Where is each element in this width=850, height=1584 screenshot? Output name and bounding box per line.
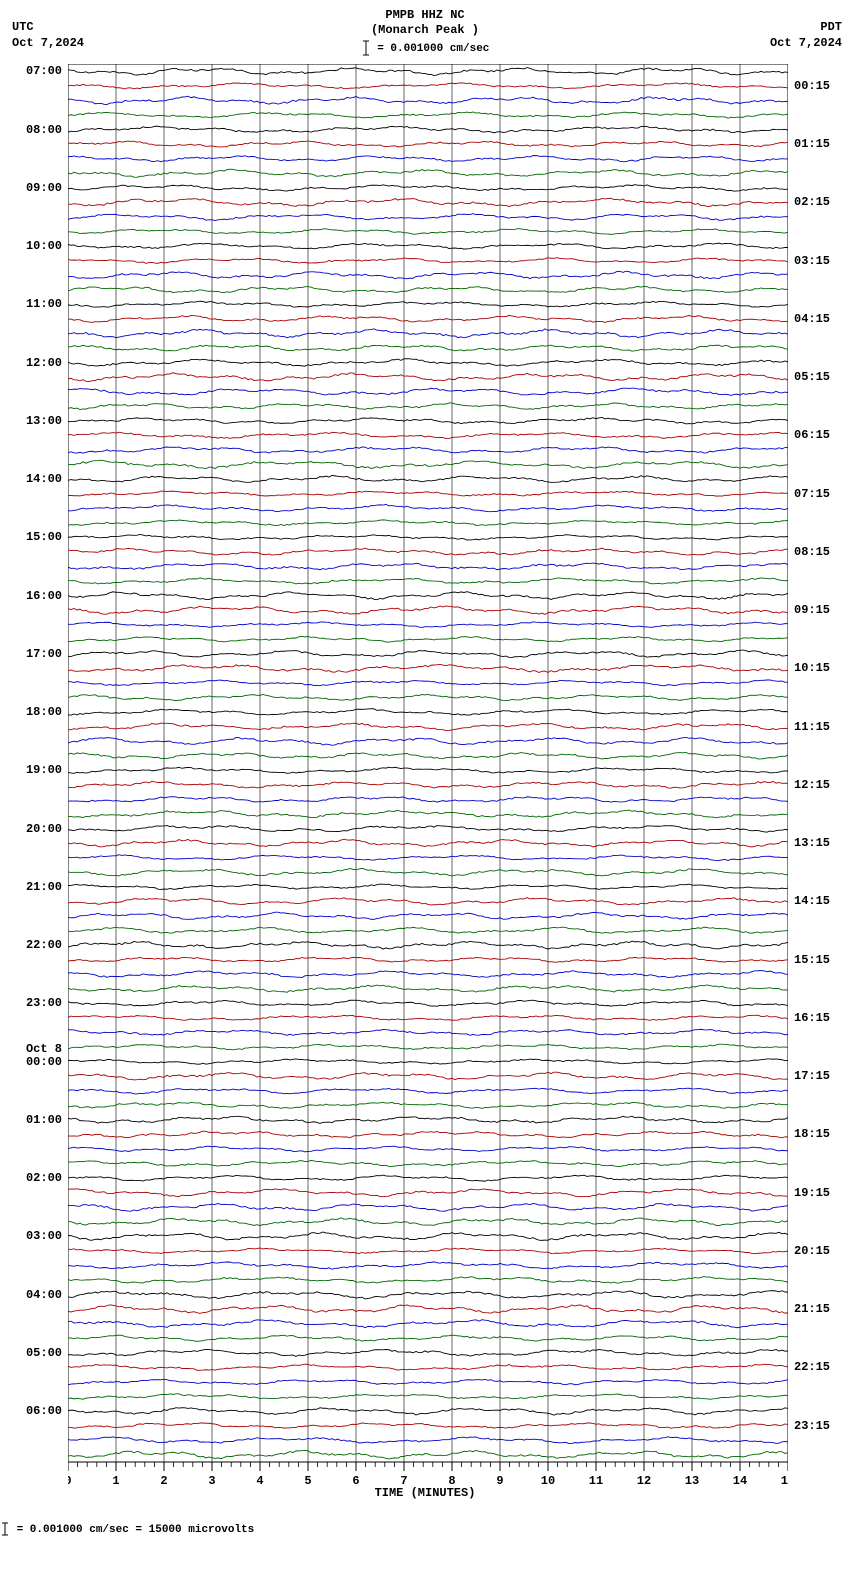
utc-hour-label: 13:00 xyxy=(12,414,62,428)
utc-hour-label: 23:00 xyxy=(12,996,62,1010)
station-id: PMPB HHZ NC xyxy=(0,8,850,23)
x-axis-label: TIME (MINUTES) xyxy=(0,1486,850,1500)
utc-hour-label: 05:00 xyxy=(12,1346,62,1360)
utc-hour-label: 01:00 xyxy=(12,1113,62,1127)
pdt-label: 18:15 xyxy=(794,1127,830,1141)
utc-hour-label: 18:00 xyxy=(12,705,62,719)
pdt-label: 19:15 xyxy=(794,1186,830,1200)
pdt-label: 10:15 xyxy=(794,661,830,675)
utc-hour-label: 17:00 xyxy=(12,647,62,661)
pdt-label: 04:15 xyxy=(794,312,830,326)
utc-hour-label: 15:00 xyxy=(12,530,62,544)
pdt-label: 02:15 xyxy=(794,195,830,209)
pdt-label: 17:15 xyxy=(794,1069,830,1083)
pdt-label: 14:15 xyxy=(794,894,830,908)
utc-hour-label: 08:00 xyxy=(12,123,62,137)
utc-hour-label: 09:00 xyxy=(12,181,62,195)
header-right: PDT Oct 7,2024 xyxy=(770,20,842,51)
station-name: (Monarch Peak ) xyxy=(0,23,850,38)
pdt-label: 00:15 xyxy=(794,79,830,93)
utc-hour-label: 03:00 xyxy=(12,1229,62,1243)
seismogram-plot: 0123456789101112131415 xyxy=(68,64,788,1492)
pdt-label: 22:15 xyxy=(794,1360,830,1374)
pdt-label: 21:15 xyxy=(794,1302,830,1316)
pdt-label: 13:15 xyxy=(794,836,830,850)
utc-hour-label: 06:00 xyxy=(12,1404,62,1418)
pdt-label: 01:15 xyxy=(794,137,830,151)
footer-text: = 0.001000 cm/sec = 15000 microvolts xyxy=(17,1524,255,1536)
seismogram-container: UTC Oct 7,2024 PMPB HHZ NC (Monarch Peak… xyxy=(0,0,850,1584)
utc-hour-label: 12:00 xyxy=(12,356,62,370)
utc-hour-label: 16:00 xyxy=(12,589,62,603)
pdt-label: 15:15 xyxy=(794,953,830,967)
scale-text: = 0.001000 cm/sec xyxy=(377,43,489,55)
utc-hour-label: 22:00 xyxy=(12,938,62,952)
utc-hour-label: 21:00 xyxy=(12,880,62,894)
utc-hour-label: 20:00 xyxy=(12,822,62,836)
pdt-label: 08:15 xyxy=(794,545,830,559)
pdt-label: 20:15 xyxy=(794,1244,830,1258)
pdt-label: 07:15 xyxy=(794,487,830,501)
utc-hour-label: 19:00 xyxy=(12,763,62,777)
pdt-label: 23:15 xyxy=(794,1419,830,1433)
pdt-label: 11:15 xyxy=(794,720,830,734)
footer-scale: = 0.001000 cm/sec = 15000 microvolts xyxy=(0,1522,254,1536)
utc-hour-label: 02:00 xyxy=(12,1171,62,1185)
pdt-label: 09:15 xyxy=(794,603,830,617)
pdt-label: 05:15 xyxy=(794,370,830,384)
header-center: PMPB HHZ NC (Monarch Peak ) xyxy=(0,8,850,38)
pdt-label: 16:15 xyxy=(794,1011,830,1025)
pdt-label: 12:15 xyxy=(794,778,830,792)
utc-hour-label: 11:00 xyxy=(12,297,62,311)
header-right-date: Oct 7,2024 xyxy=(770,36,842,52)
utc-hour-label: 00:00 xyxy=(12,1055,62,1069)
header-right-tz: PDT xyxy=(770,20,842,36)
utc-new-day-label: Oct 8 xyxy=(12,1042,62,1056)
utc-hour-label: 07:00 xyxy=(12,64,62,78)
pdt-label: 03:15 xyxy=(794,254,830,268)
utc-hour-label: 10:00 xyxy=(12,239,62,253)
utc-hour-label: 14:00 xyxy=(12,472,62,486)
pdt-label: 06:15 xyxy=(794,428,830,442)
scale-note: = 0.001000 cm/sec xyxy=(0,40,850,56)
utc-hour-label: 04:00 xyxy=(12,1288,62,1302)
